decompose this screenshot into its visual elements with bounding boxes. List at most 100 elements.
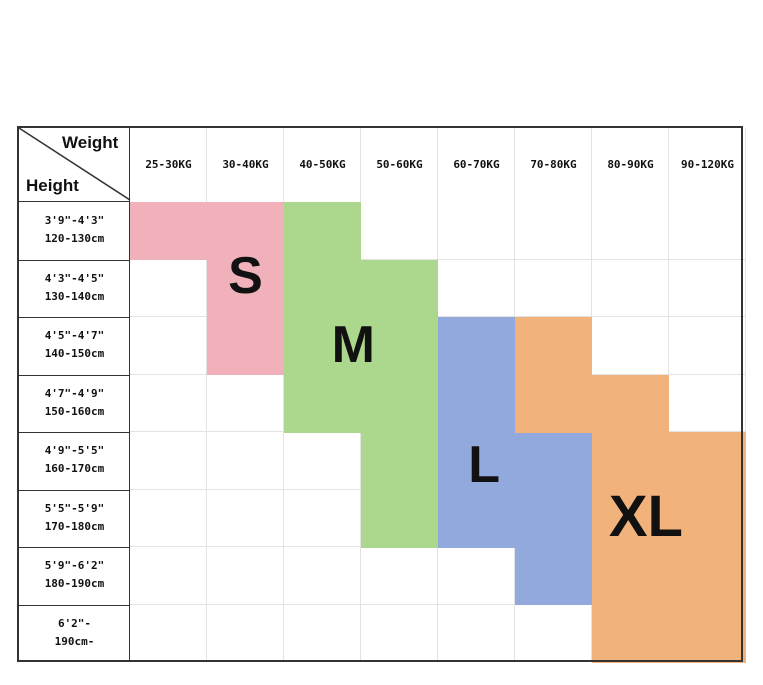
height-row-header: 5'9"-6'2" 180-190cm (19, 557, 130, 593)
grid-cell (361, 202, 438, 260)
height-metric: 150-160cm (44, 404, 105, 418)
size-block-m (284, 259, 438, 318)
height-row-header: 6'2"- 190cm- (19, 615, 130, 651)
grid-cell (515, 259, 592, 317)
height-metric: 130-140cm (44, 289, 105, 303)
size-block-m (284, 317, 438, 375)
grid-cell (130, 259, 207, 317)
height-metric: 120-130cm (44, 232, 105, 245)
height-row-header: 4'3"-4'5" 130-140cm (19, 270, 130, 306)
size-chart-frame (17, 126, 743, 662)
weight-axis-label: Weight (62, 133, 119, 152)
height-axis-label: Height (26, 176, 79, 195)
weight-column-header: 60-70KG (453, 158, 500, 171)
row-divider (19, 432, 130, 433)
height-imperial: 5'9"-6'2" (44, 559, 105, 572)
grid-cell (284, 432, 361, 490)
row-divider (19, 489, 130, 491)
grid-cell (592, 202, 669, 260)
size-block-xl (592, 432, 746, 490)
grid-cell (669, 202, 746, 260)
height-row-header: 3'9"-4'3" 120-130cm (19, 212, 130, 248)
size-block-m (284, 374, 438, 433)
header-bottom-line (19, 201, 130, 202)
size-block-xl (515, 374, 669, 433)
size-block-xl (515, 317, 592, 375)
row-divider (19, 604, 130, 606)
height-imperial: 4'7"-4'9" (44, 386, 105, 400)
grid-cell (207, 374, 284, 432)
size-block-m (361, 432, 438, 490)
height-metric: 140-150cm (44, 347, 105, 360)
weight-column-header: 80-90KG (607, 158, 654, 171)
header-divider (591, 128, 592, 202)
header-divider (360, 128, 361, 202)
size-block-xl (592, 547, 746, 605)
grid-cell (130, 489, 207, 547)
height-metric: 190cm- (54, 634, 95, 648)
grid-cell (438, 547, 515, 605)
size-block-m (284, 202, 361, 260)
size-label-l: L (468, 436, 501, 495)
row-divider (19, 374, 130, 376)
grid-cell (130, 547, 207, 605)
size-label-xl: XL (608, 484, 683, 550)
height-imperial: 6'2"- (57, 616, 92, 630)
grid-cell (284, 489, 361, 547)
size-block-l (438, 374, 515, 433)
header-divider (129, 128, 130, 202)
size-block-xl (592, 489, 746, 548)
size-label-m: M (331, 315, 375, 374)
header-divider (437, 128, 438, 202)
height-row-header: 5'5"-5'9" 170-180cm (19, 500, 130, 536)
grid-cell (130, 374, 207, 432)
height-imperial: 4'5"-4'7" (44, 329, 105, 342)
grid-cell (207, 432, 284, 490)
height-metric: 170-180cm (44, 519, 105, 533)
weight-column-header: 90-120KG (681, 158, 734, 171)
height-imperial: 3'9"-4'3" (44, 214, 105, 227)
row-label-divider (129, 202, 130, 662)
grid-cell (515, 202, 592, 260)
size-block-l (438, 432, 592, 490)
weight-column-header: 25-30KG (145, 158, 192, 171)
height-row-header: 4'5"-4'7" 140-150cm (19, 327, 130, 363)
grid-cell (669, 317, 746, 375)
size-block-l (438, 489, 592, 548)
row-divider (19, 259, 130, 261)
header-divider (283, 128, 284, 202)
size-block-m (361, 489, 438, 548)
header-divider (745, 128, 746, 202)
grid-cell (207, 547, 284, 605)
weight-column-header: 70-80KG (530, 158, 577, 171)
header-divider (206, 128, 207, 202)
grid-cell (130, 432, 207, 490)
grid-cell (284, 547, 361, 605)
size-block-l (438, 317, 515, 375)
size-block-xl (592, 604, 746, 663)
height-metric: 160-170cm (44, 462, 105, 475)
grid-cell (592, 317, 669, 375)
height-imperial: 4'9"-5'5" (44, 444, 105, 457)
grid-cell (592, 259, 669, 317)
header-divider (514, 128, 515, 202)
size-label-s: S (228, 246, 263, 305)
row-divider (19, 317, 130, 318)
height-imperial: 5'5"-5'9" (44, 501, 105, 515)
height-metric: 180-190cm (44, 577, 105, 590)
weight-column-header: 30-40KG (222, 158, 269, 171)
size-block-s (207, 317, 284, 375)
grid-cell (669, 374, 746, 432)
weight-column-header: 50-60KG (376, 158, 423, 171)
grid-cell (669, 259, 746, 317)
height-imperial: 4'3"-4'5" (44, 271, 105, 285)
grid-cell (438, 202, 515, 260)
grid-cell (361, 547, 438, 605)
height-row-header: 4'7"-4'9" 150-160cm (19, 385, 130, 421)
size-block-s (130, 202, 284, 260)
height-row-header: 4'9"-5'5" 160-170cm (19, 442, 130, 478)
grid-cell (438, 259, 515, 317)
size-block-s (207, 259, 284, 318)
